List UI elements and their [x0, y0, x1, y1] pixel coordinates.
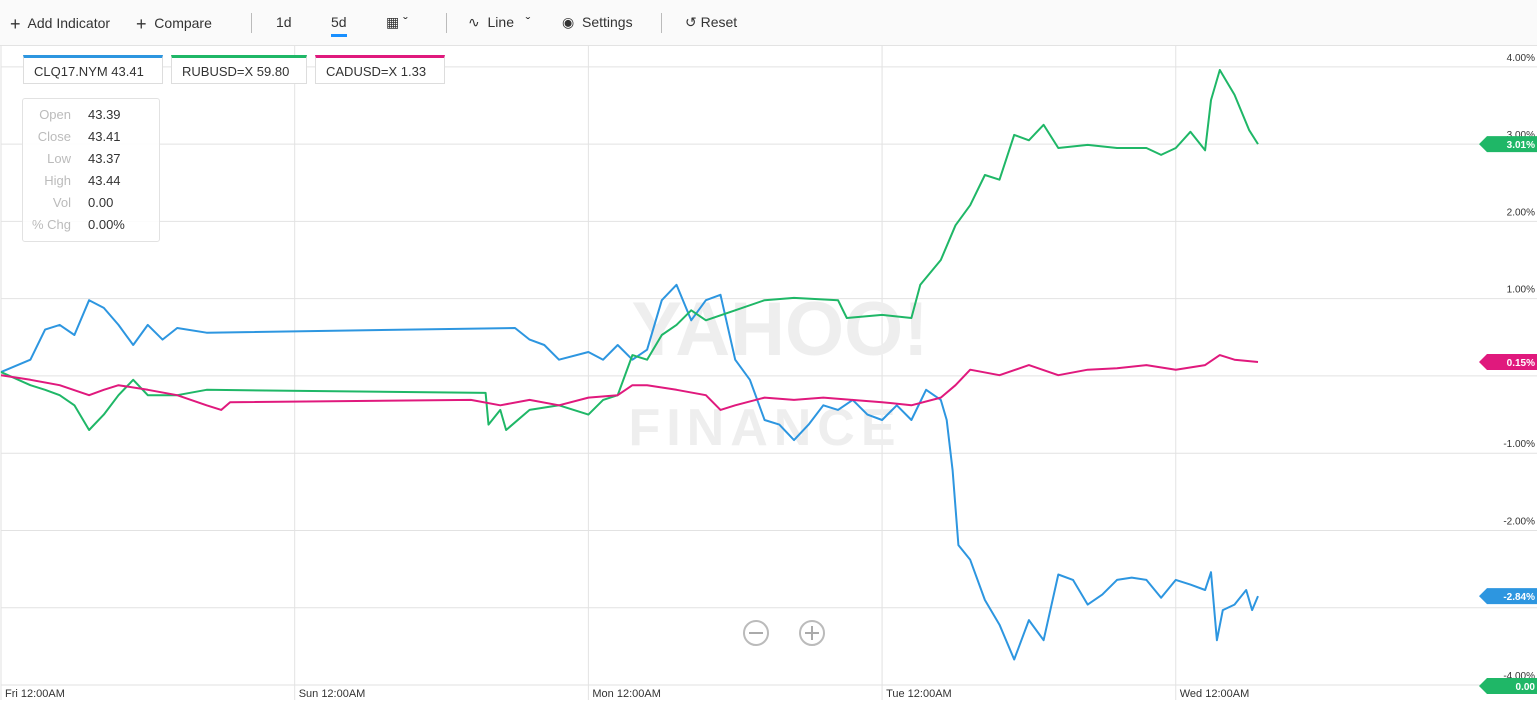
tooltip: Open 43.39 Close 43.41 Low 43.37 High 43.44 Vol 0… — [22, 98, 160, 242]
label: Add Indicator — [27, 15, 111, 31]
tooltip-label: Close — [37, 129, 71, 144]
tooltip-label: Vol — [52, 195, 71, 210]
y-tick-label: -4.00% — [1503, 671, 1535, 682]
x-tick-label: Tue 12:00AM — [886, 688, 952, 700]
x-tick-label: Wed 12:00AM — [1180, 688, 1250, 700]
price-badge — [1479, 588, 1537, 605]
reset[interactable]: ↺ Reset — [685, 14, 738, 30]
price-badge-label: 0.00 — [1516, 682, 1536, 693]
zoom-out[interactable] — [743, 620, 769, 646]
label: Line — [487, 14, 514, 30]
series-line — [0, 354, 1259, 411]
separator — [251, 13, 252, 33]
date-picker[interactable]: ▦ ˇ — [386, 14, 408, 30]
price-badge — [1479, 136, 1537, 153]
label: Settings — [582, 14, 633, 30]
zoom-in[interactable] — [799, 620, 825, 646]
settings[interactable]: ◉ Settings — [562, 14, 633, 30]
tooltip-label: Open — [39, 107, 71, 122]
toolbar: + Add Indicator + Compare 1d 5d ▦ ˇ ∿ Li… — [0, 0, 1537, 46]
price-badge — [1479, 354, 1537, 371]
label: Compare — [154, 15, 212, 31]
add-indicator[interactable]: + Add Indicator — [10, 14, 111, 34]
legend-item: CLQ17.NYM 43.41 — [23, 55, 163, 84]
label: Reset — [700, 14, 738, 30]
tooltip-label: % Chg — [31, 217, 71, 232]
y-tick-label: 2.00% — [1507, 207, 1535, 218]
grid: 4.00%3.00%2.00%1.00%0.00%-1.00%-2.00%-3.… — [0, 46, 1537, 700]
legend-item: RUBUSD=X 59.80 — [171, 55, 307, 84]
range-5d[interactable]: 5d — [331, 14, 347, 37]
tooltip-value: 43.41 — [88, 129, 121, 144]
series-line — [0, 283, 1259, 661]
price-badge — [1479, 678, 1537, 694]
tooltip-label: High — [44, 173, 71, 188]
price-badge-label: 0.15% — [1507, 358, 1535, 369]
tooltip-value: 43.39 — [88, 107, 121, 122]
y-tick-label: -2.00% — [1503, 516, 1535, 527]
x-tick-label: Fri 12:00AM — [5, 688, 65, 700]
y-tick-label: 4.00% — [1507, 53, 1535, 64]
tooltip-value: 43.37 — [88, 151, 121, 166]
chart-type[interactable]: ∿ Line ˇ — [468, 14, 531, 30]
y-tick-label: 3.00% — [1507, 130, 1535, 141]
price-badge-label: 3.01% — [1507, 140, 1535, 151]
lines — [0, 69, 1259, 661]
tooltip-value: 43.44 — [88, 173, 121, 188]
price-badge-label: -2.84% — [1503, 592, 1535, 603]
separator — [661, 13, 662, 33]
y-tick-label: -1.00% — [1503, 439, 1535, 450]
series-line — [0, 69, 1259, 431]
compare[interactable]: + Compare — [136, 14, 212, 34]
watermark: YAHOO! — [631, 287, 928, 372]
x-tick-label: Sun 12:00AM — [299, 688, 366, 700]
watermark: FINANCE — [628, 399, 901, 457]
y-tick-label: 1.00% — [1507, 285, 1535, 296]
range-1d[interactable]: 1d — [276, 14, 292, 30]
badges: -2.84% 3.01% 0.15% 0.00 — [1479, 136, 1537, 694]
x-tick-label: Mon 12:00AM — [592, 688, 660, 700]
tooltip-value: 0.00 — [88, 195, 114, 210]
tooltip-value: 0.00% — [88, 217, 125, 232]
legend-item: CADUSD=X 1.33 — [315, 55, 445, 84]
separator — [446, 13, 447, 33]
tooltip-label: Low — [47, 151, 71, 166]
